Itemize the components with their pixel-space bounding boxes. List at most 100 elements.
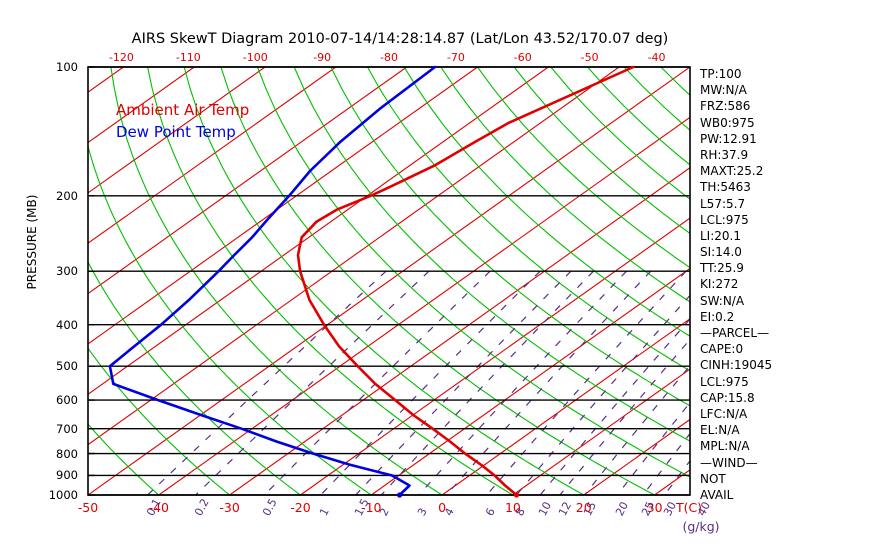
- isotherm: [88, 67, 337, 244]
- dry-adiabat: [403, 67, 690, 337]
- pressure-tick-200: 200: [56, 188, 78, 203]
- dry-adiabat: [183, 67, 585, 495]
- dry-adiabat: [88, 144, 372, 495]
- dry-adiabat: [440, 67, 690, 303]
- bottom-temp-tick-10: 10: [504, 500, 521, 515]
- bottom-temp-tick-20: 20: [575, 500, 592, 515]
- dry-adiabat: [844, 67, 870, 495]
- isotherm: [441, 318, 690, 495]
- top-temp-tick--40: -40: [647, 51, 666, 64]
- dry-adiabat: [220, 67, 655, 495]
- legend-ambient-air-temp: Ambient Air Temp: [116, 101, 250, 119]
- pressure-tick-300: 300: [56, 264, 78, 279]
- info-item-25: NOT: [700, 471, 726, 486]
- profile-dewpoint: [108, 65, 437, 497]
- pressure-tick-400: 400: [56, 317, 78, 332]
- bottom-temp-tick--40: -40: [148, 500, 170, 515]
- top-temp-tick--110: -110: [175, 51, 201, 64]
- legend-dew-point-temp: Dew Point Temp: [116, 123, 236, 141]
- dry-adiabat: [88, 260, 301, 495]
- x-axis-mixing-label: (g/kg): [682, 519, 720, 534]
- isotherm: [512, 368, 690, 495]
- mixing-ratio-line: [147, 270, 387, 495]
- isotherm: [88, 67, 690, 495]
- isotherm: [88, 67, 620, 446]
- dry-adiabat: [771, 67, 870, 495]
- isotherm: [88, 67, 266, 194]
- bottom-temp-tick--10: -10: [361, 500, 382, 515]
- dry-adiabat: [477, 67, 690, 269]
- info-item-1: MW:N/A: [700, 83, 747, 98]
- mixing-ratio-line: [516, 294, 690, 495]
- mixing-ratio-line: [418, 270, 627, 495]
- isotherm: [88, 67, 478, 345]
- profile-endpoint: [397, 492, 403, 498]
- info-item-0: TP:100: [700, 67, 742, 81]
- info-item-21: LFC:N/A: [700, 406, 748, 421]
- page-title: AIRS SkewT Diagram 2010-07-14/14:28:14.8…: [131, 31, 669, 47]
- info-item-19: LCL:975: [700, 374, 749, 389]
- bottom-temp-tick--30: -30: [219, 500, 240, 515]
- mixing-ratio-line: [486, 270, 687, 495]
- top-temp-tick--50: -50: [580, 51, 599, 64]
- mixing-ratio-line: [320, 270, 541, 495]
- isotherm: [229, 167, 690, 495]
- plot-frame: [87, 66, 691, 496]
- top-temp-tick--70: -70: [446, 51, 465, 64]
- info-item-11: SI:14.0: [700, 245, 742, 260]
- mixing-ratio-line: [584, 365, 690, 495]
- bottom-temp-tick--20: -20: [290, 500, 311, 515]
- bottom-temp-tick-30: 30: [646, 500, 663, 515]
- top-temp-tick--100: -100: [242, 51, 268, 64]
- pressure-tick-500: 500: [56, 359, 78, 374]
- mixing-ratio-line: [195, 270, 430, 495]
- pressure-tick-700: 700: [56, 421, 78, 436]
- info-item-6: MAXT:25.2: [700, 164, 764, 179]
- isotherm: [88, 67, 549, 395]
- pressure-tick-1000: 1000: [48, 488, 78, 502]
- info-item-10: LI:20.1: [700, 228, 741, 243]
- info-item-7: TH:5463: [700, 180, 751, 195]
- pressure-tick-100: 100: [56, 60, 78, 74]
- mixing-ratio-line: [380, 270, 594, 495]
- info-item-23: MPL:N/A: [700, 439, 750, 454]
- dry-adiabat: [147, 67, 514, 495]
- bottom-temp-tick--50: -50: [77, 500, 99, 515]
- mixing-ratio-line: [616, 401, 690, 495]
- info-item-22: EL:N/A: [700, 423, 740, 438]
- dry-adiabat: [513, 67, 690, 235]
- isotherm: [583, 418, 690, 495]
- info-item-3: WB0:975: [700, 115, 755, 130]
- info-item-15: EI:0.2: [700, 309, 735, 324]
- top-temp-tick--60: -60: [513, 51, 532, 64]
- info-item-12: TT:25.9: [700, 261, 744, 276]
- dry-adiabat: [110, 67, 443, 495]
- info-item-8: L57:5.7: [700, 196, 746, 211]
- dry-adiabat: [293, 67, 690, 442]
- top-temp-tick--80: -80: [380, 51, 398, 64]
- isotherm: [88, 67, 195, 144]
- top-temp-tick--120: -120: [108, 51, 134, 64]
- pressure-tick-600: 600: [56, 393, 78, 408]
- dry-adiabat: [807, 67, 870, 495]
- mixing-ratio-line: [539, 318, 690, 495]
- info-item-9: LCL:975: [700, 212, 749, 227]
- info-item-13: KI:272: [700, 277, 739, 292]
- dry-adiabat: [88, 423, 160, 495]
- isotherm: [370, 267, 690, 495]
- info-item-16: —PARCEL—: [700, 326, 770, 340]
- isotherm: [300, 217, 690, 495]
- info-item-18: CINH:19045: [700, 358, 773, 373]
- dry-adiabat: [367, 67, 690, 372]
- info-item-17: CAPE:0: [700, 342, 744, 357]
- profile-ambient: [296, 65, 635, 497]
- mixing-ratio-line: [642, 432, 690, 495]
- profile-endpoint: [513, 492, 520, 498]
- pressure-tick-800: 800: [56, 446, 78, 461]
- info-item-14: SW:N/A: [700, 293, 745, 308]
- info-item-24: —WIND—: [700, 455, 758, 470]
- x-axis-temp-label: T(C): [675, 500, 703, 515]
- info-item-26: AVAIL: [700, 487, 734, 502]
